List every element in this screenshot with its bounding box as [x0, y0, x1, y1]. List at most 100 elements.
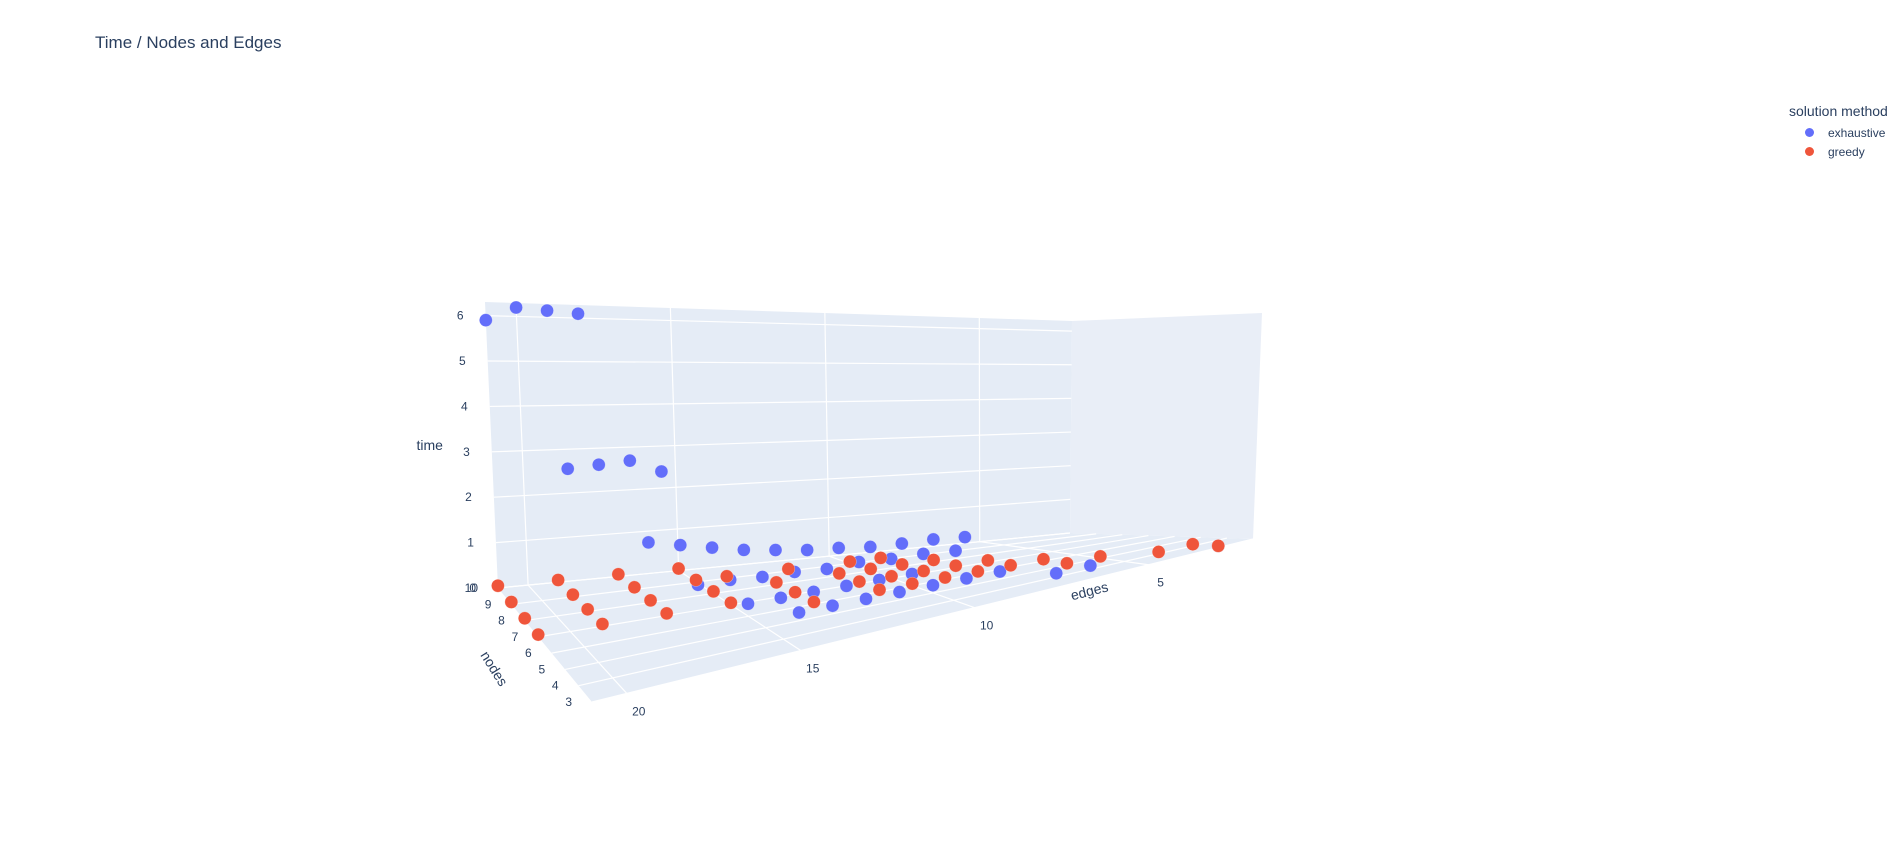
point-exhaustive[interactable]: [774, 591, 788, 605]
point-greedy[interactable]: [843, 554, 857, 569]
point-exhaustive[interactable]: [509, 300, 523, 315]
grid-line-edges-wall: [669, 307, 680, 571]
scene-grid: [485, 302, 1254, 703]
point-greedy[interactable]: [659, 606, 674, 621]
point-greedy[interactable]: [627, 580, 642, 595]
point-greedy[interactable]: [611, 567, 626, 582]
point-exhaustive[interactable]: [737, 543, 751, 557]
series-exhaustive: [479, 300, 1225, 620]
tick-time-3: 3: [463, 445, 470, 459]
point-greedy[interactable]: [938, 570, 952, 585]
legend-label-greedy: greedy: [1828, 144, 1865, 159]
point-exhaustive[interactable]: [895, 536, 909, 551]
point-greedy[interactable]: [706, 584, 721, 599]
point-exhaustive[interactable]: [926, 578, 940, 592]
point-exhaustive[interactable]: [958, 530, 972, 544]
point-greedy[interactable]: [916, 564, 931, 578]
legend-item-exhaustive[interactable]: exhaustive: [1789, 123, 1888, 142]
legend-swatch-exhaustive: [1805, 128, 1814, 137]
point-exhaustive[interactable]: [1083, 558, 1098, 573]
point-greedy[interactable]: [788, 585, 802, 599]
point-exhaustive[interactable]: [820, 562, 834, 576]
point-greedy[interactable]: [905, 576, 920, 591]
point-greedy[interactable]: [491, 578, 505, 593]
point-greedy[interactable]: [1093, 549, 1108, 564]
tick-nodes-4: 4: [552, 679, 559, 693]
point-greedy[interactable]: [1185, 537, 1200, 551]
point-greedy[interactable]: [720, 569, 734, 584]
point-exhaustive[interactable]: [792, 605, 806, 620]
point-exhaustive[interactable]: [1049, 566, 1063, 581]
point-exhaustive[interactable]: [571, 306, 585, 321]
point-exhaustive[interactable]: [993, 564, 1007, 579]
point-greedy[interactable]: [895, 557, 909, 572]
back-pane: [485, 302, 1072, 588]
point-greedy[interactable]: [531, 627, 545, 642]
point-exhaustive[interactable]: [863, 540, 878, 554]
point-greedy[interactable]: [689, 573, 703, 587]
point-greedy[interactable]: [1036, 552, 1051, 566]
point-greedy[interactable]: [863, 562, 878, 576]
legend-item-greedy[interactable]: greedy: [1789, 142, 1888, 161]
tick-nodes-8: 8: [498, 614, 505, 628]
point-exhaustive[interactable]: [654, 464, 669, 479]
point-exhaustive[interactable]: [592, 457, 606, 472]
point-greedy[interactable]: [852, 574, 867, 589]
point-greedy[interactable]: [643, 593, 658, 608]
grid-line-nodes: [578, 537, 1227, 687]
tick-edges-10: 10: [980, 619, 994, 633]
point-greedy[interactable]: [595, 617, 610, 631]
point-greedy[interactable]: [948, 558, 963, 573]
point-exhaustive[interactable]: [755, 570, 770, 584]
grid-line-nodes: [511, 533, 1097, 605]
point-greedy[interactable]: [807, 595, 821, 609]
point-exhaustive[interactable]: [623, 453, 637, 468]
point-greedy[interactable]: [971, 564, 985, 579]
point-greedy[interactable]: [781, 562, 796, 576]
point-exhaustive[interactable]: [540, 303, 554, 318]
point-greedy[interactable]: [981, 553, 995, 568]
grid-line-time: [493, 465, 1071, 498]
point-greedy[interactable]: [872, 583, 887, 597]
point-greedy[interactable]: [832, 566, 847, 581]
point-exhaustive[interactable]: [926, 532, 941, 547]
point-exhaustive[interactable]: [916, 547, 931, 561]
axis-title-nodes: nodes: [477, 648, 511, 689]
point-greedy[interactable]: [671, 561, 686, 576]
legend-title: solution method: [1789, 103, 1888, 119]
point-greedy[interactable]: [1211, 539, 1225, 553]
point-exhaustive[interactable]: [825, 598, 840, 613]
point-exhaustive[interactable]: [859, 592, 873, 606]
point-greedy[interactable]: [926, 553, 941, 567]
point-exhaustive[interactable]: [892, 585, 907, 599]
point-greedy[interactable]: [504, 595, 519, 609]
point-greedy[interactable]: [566, 587, 580, 602]
point-exhaustive[interactable]: [560, 462, 575, 476]
point-exhaustive[interactable]: [673, 538, 688, 552]
point-greedy[interactable]: [873, 551, 888, 565]
point-greedy[interactable]: [1060, 556, 1074, 571]
point-greedy[interactable]: [518, 611, 532, 626]
point-greedy[interactable]: [551, 573, 565, 587]
point-greedy[interactable]: [580, 602, 595, 617]
point-exhaustive[interactable]: [741, 597, 755, 611]
data-points: [479, 300, 1225, 642]
point-greedy[interactable]: [724, 596, 738, 610]
point-greedy[interactable]: [884, 569, 899, 584]
point-greedy[interactable]: [1151, 545, 1166, 559]
point-exhaustive[interactable]: [948, 543, 963, 558]
tick-nodes-9: 9: [485, 597, 492, 611]
point-greedy[interactable]: [769, 575, 784, 590]
point-exhaustive[interactable]: [768, 543, 783, 557]
chart-title: Time / Nodes and Edges: [95, 33, 282, 52]
point-exhaustive[interactable]: [641, 535, 656, 550]
point-exhaustive[interactable]: [959, 571, 974, 586]
point-exhaustive[interactable]: [800, 543, 814, 557]
point-exhaustive[interactable]: [839, 579, 854, 593]
point-exhaustive[interactable]: [479, 313, 493, 327]
point-greedy[interactable]: [1003, 558, 1018, 573]
point-exhaustive[interactable]: [705, 540, 719, 555]
legend-label-exhaustive: exhaustive: [1828, 125, 1886, 140]
point-exhaustive[interactable]: [831, 541, 846, 555]
